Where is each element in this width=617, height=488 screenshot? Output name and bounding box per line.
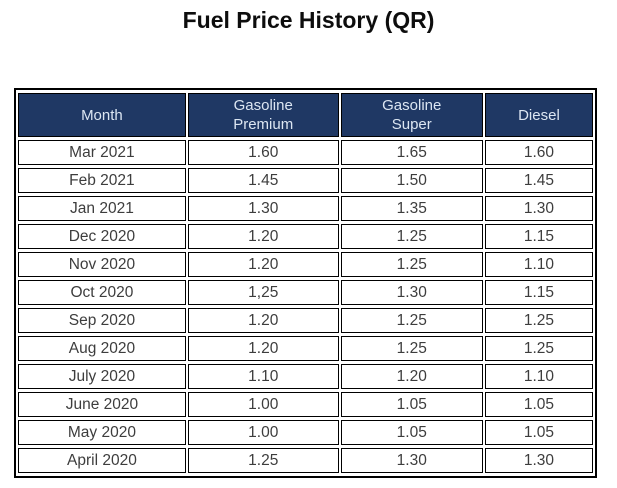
super-cell: 1.25 — [340, 336, 483, 361]
super-cell: 1.35 — [340, 196, 483, 221]
table-row: Mar 2021 1.60 1.65 1.60 — [18, 140, 593, 165]
diesel-cell: 1.30 — [484, 196, 593, 221]
diesel-cell: 1.10 — [484, 364, 593, 389]
month-cell: Nov 2020 — [18, 252, 186, 277]
premium-cell: 1.20 — [187, 224, 339, 249]
fuel-price-history-table: Month Gasoline Premium Gasoline Super Di… — [16, 90, 595, 476]
table-row: Aug 2020 1.20 1.25 1.25 — [18, 336, 593, 361]
month-cell: May 2020 — [18, 420, 186, 445]
premium-cell: 1.00 — [187, 420, 339, 445]
month-cell: Mar 2021 — [18, 140, 186, 165]
super-cell: 1.30 — [340, 448, 483, 473]
table-row: July 2020 1.10 1.20 1.10 — [18, 364, 593, 389]
month-cell: July 2020 — [18, 364, 186, 389]
super-cell: 1.20 — [340, 364, 483, 389]
premium-cell: 1.20 — [187, 308, 339, 333]
premium-cell: 1.20 — [187, 336, 339, 361]
super-cell: 1.05 — [340, 420, 483, 445]
table-row: Dec 2020 1.20 1.25 1.15 — [18, 224, 593, 249]
super-cell: 1.65 — [340, 140, 483, 165]
premium-cell: 1.00 — [187, 392, 339, 417]
diesel-cell: 1.10 — [484, 252, 593, 277]
table-row: June 2020 1.00 1.05 1.05 — [18, 392, 593, 417]
premium-cell: 1,25 — [187, 280, 339, 305]
diesel-cell: 1.30 — [484, 448, 593, 473]
diesel-cell: 1.15 — [484, 224, 593, 249]
table-row: May 2020 1.00 1.05 1.05 — [18, 420, 593, 445]
month-cell: Dec 2020 — [18, 224, 186, 249]
table-row: Jan 2021 1.30 1.35 1.30 — [18, 196, 593, 221]
col-header-gasoline-super: Gasoline Super — [340, 93, 483, 137]
col-header-gasoline-premium: Gasoline Premium — [187, 93, 339, 137]
premium-cell: 1.60 — [187, 140, 339, 165]
month-cell: April 2020 — [18, 448, 186, 473]
col-header-month: Month — [18, 93, 186, 137]
month-cell: Oct 2020 — [18, 280, 186, 305]
table-row: April 2020 1.25 1.30 1.30 — [18, 448, 593, 473]
diesel-cell: 1.15 — [484, 280, 593, 305]
diesel-cell: 1.45 — [484, 168, 593, 193]
month-cell: Jan 2021 — [18, 196, 186, 221]
table-row: Feb 2021 1.45 1.50 1.45 — [18, 168, 593, 193]
table-row: Nov 2020 1.20 1.25 1.10 — [18, 252, 593, 277]
diesel-cell: 1.05 — [484, 392, 593, 417]
page-title: Fuel Price History (QR) — [182, 7, 435, 33]
premium-cell: 1.10 — [187, 364, 339, 389]
col-header-diesel: Diesel — [484, 93, 593, 137]
month-cell: Sep 2020 — [18, 308, 186, 333]
super-cell: 1.25 — [340, 224, 483, 249]
super-cell: 1.25 — [340, 308, 483, 333]
super-cell: 1.25 — [340, 252, 483, 277]
diesel-cell: 1.60 — [484, 140, 593, 165]
premium-cell: 1.30 — [187, 196, 339, 221]
premium-cell: 1.20 — [187, 252, 339, 277]
month-cell: June 2020 — [18, 392, 186, 417]
super-cell: 1.05 — [340, 392, 483, 417]
premium-cell: 1.45 — [187, 168, 339, 193]
month-cell: Aug 2020 — [18, 336, 186, 361]
header-row: Month Gasoline Premium Gasoline Super Di… — [18, 93, 593, 137]
month-cell: Feb 2021 — [18, 168, 186, 193]
super-cell: 1.50 — [340, 168, 483, 193]
fuel-price-table: Month Gasoline Premium Gasoline Super Di… — [14, 88, 597, 478]
premium-cell: 1.25 — [187, 448, 339, 473]
diesel-cell: 1.05 — [484, 420, 593, 445]
table-row: Oct 2020 1,25 1.30 1.15 — [18, 280, 593, 305]
table-row: Sep 2020 1.20 1.25 1.25 — [18, 308, 593, 333]
diesel-cell: 1.25 — [484, 336, 593, 361]
super-cell: 1.30 — [340, 280, 483, 305]
diesel-cell: 1.25 — [484, 308, 593, 333]
